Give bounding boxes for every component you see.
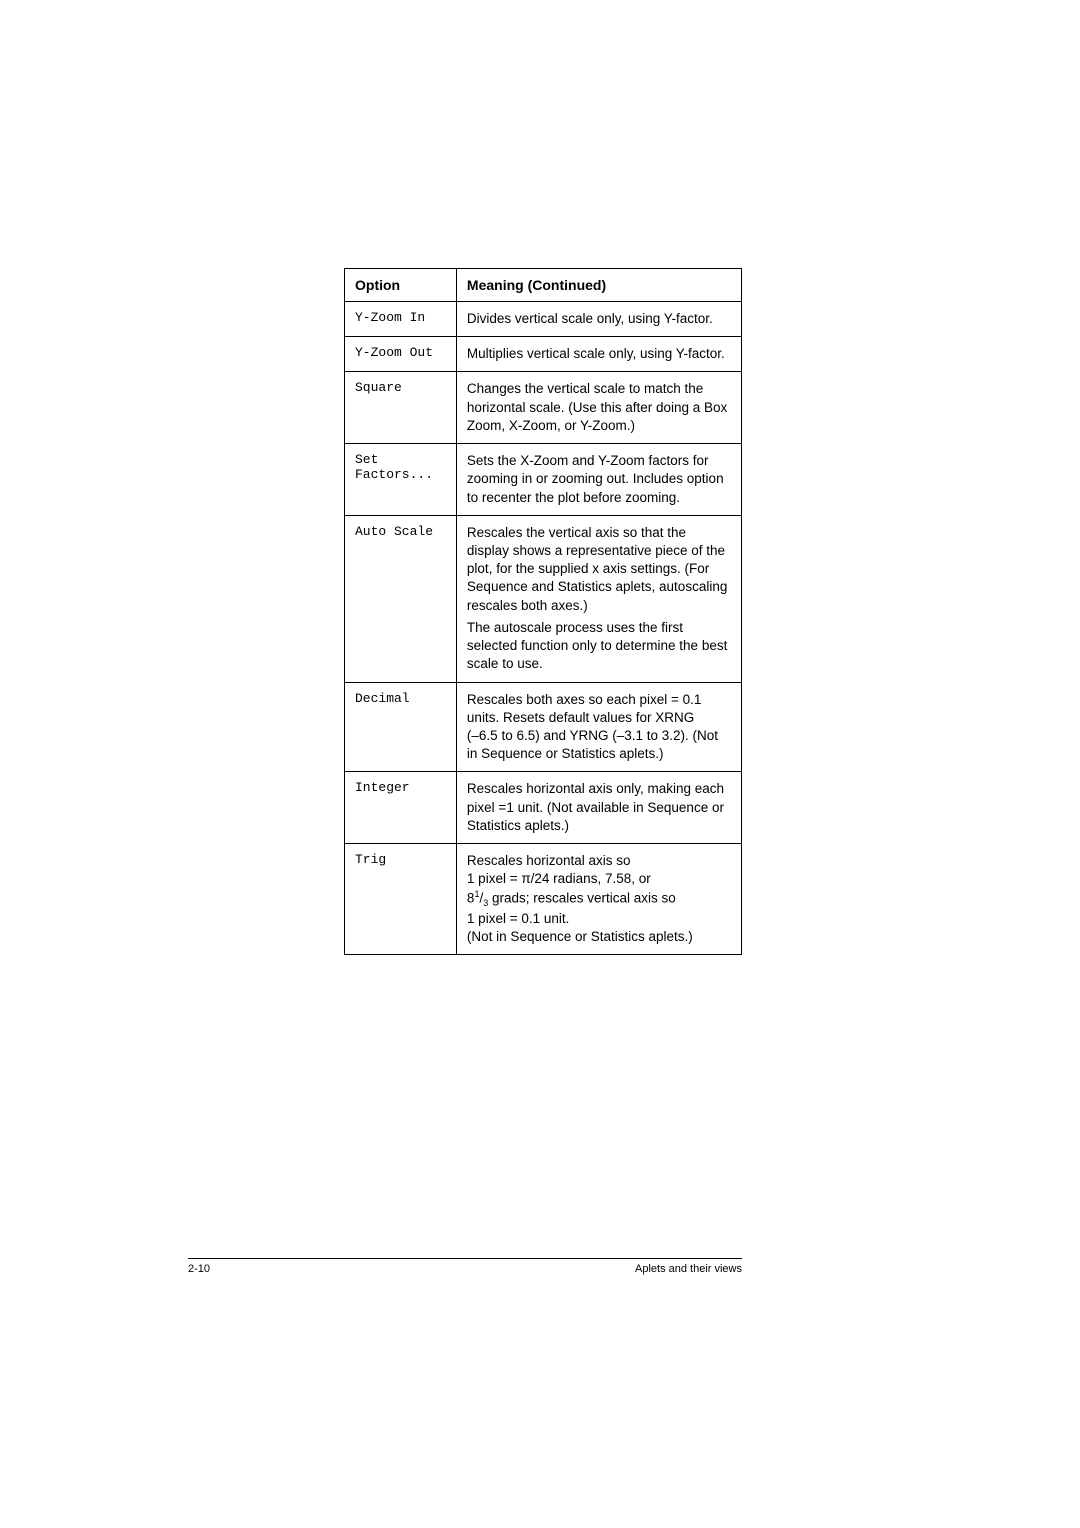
page-content: Option Meaning (Continued) Y-Zoom In Div… bbox=[344, 268, 742, 955]
header-meaning: Meaning (Continued) bbox=[456, 269, 741, 302]
option-cell: Square bbox=[345, 372, 457, 444]
page-footer: 2-10 Aplets and their views bbox=[188, 1258, 742, 1275]
option-cell: Integer bbox=[345, 772, 457, 844]
table-row: Integer Rescales horizontal axis only, m… bbox=[345, 772, 742, 844]
options-table: Option Meaning (Continued) Y-Zoom In Div… bbox=[344, 268, 742, 955]
section-title: Aplets and their views bbox=[635, 1263, 742, 1275]
trig-text-post: grads; rescales vertical axis so 1 pixel… bbox=[467, 891, 693, 944]
page-number: 2-10 bbox=[188, 1263, 210, 1275]
meaning-cell: Rescales both axes so each pixel = 0.1 u… bbox=[456, 682, 741, 772]
meaning-paragraph: The autoscale process uses the first sel… bbox=[467, 619, 731, 674]
meaning-paragraph: Rescales the vertical axis so that the d… bbox=[467, 524, 731, 615]
option-cell: Y-Zoom Out bbox=[345, 337, 457, 372]
table-row: Decimal Rescales both axes so each pixel… bbox=[345, 682, 742, 772]
option-cell: Set Factors... bbox=[345, 444, 457, 516]
table-row: Square Changes the vertical scale to mat… bbox=[345, 372, 742, 444]
table-row: Y-Zoom Out Multiplies vertical scale onl… bbox=[345, 337, 742, 372]
meaning-cell: Multiplies vertical scale only, using Y-… bbox=[456, 337, 741, 372]
option-cell: Auto Scale bbox=[345, 515, 457, 682]
option-cell: Trig bbox=[345, 844, 457, 955]
table-header-row: Option Meaning (Continued) bbox=[345, 269, 742, 302]
meaning-cell: Rescales horizontal axis so 1 pixel = π/… bbox=[456, 844, 741, 955]
table-row: Set Factors... Sets the X-Zoom and Y-Zoo… bbox=[345, 444, 742, 516]
fraction-numerator: 1 bbox=[474, 889, 479, 899]
meaning-cell: Sets the X-Zoom and Y-Zoom factors for z… bbox=[456, 444, 741, 516]
option-cell: Decimal bbox=[345, 682, 457, 772]
meaning-cell: Rescales the vertical axis so that the d… bbox=[456, 515, 741, 682]
table-row: Auto Scale Rescales the vertical axis so… bbox=[345, 515, 742, 682]
table-row: Trig Rescales horizontal axis so 1 pixel… bbox=[345, 844, 742, 955]
table-row: Y-Zoom In Divides vertical scale only, u… bbox=[345, 302, 742, 337]
meaning-cell: Divides vertical scale only, using Y-fac… bbox=[456, 302, 741, 337]
meaning-cell: Changes the vertical scale to match the … bbox=[456, 372, 741, 444]
header-option: Option bbox=[345, 269, 457, 302]
meaning-cell: Rescales horizontal axis only, making ea… bbox=[456, 772, 741, 844]
option-cell: Y-Zoom In bbox=[345, 302, 457, 337]
